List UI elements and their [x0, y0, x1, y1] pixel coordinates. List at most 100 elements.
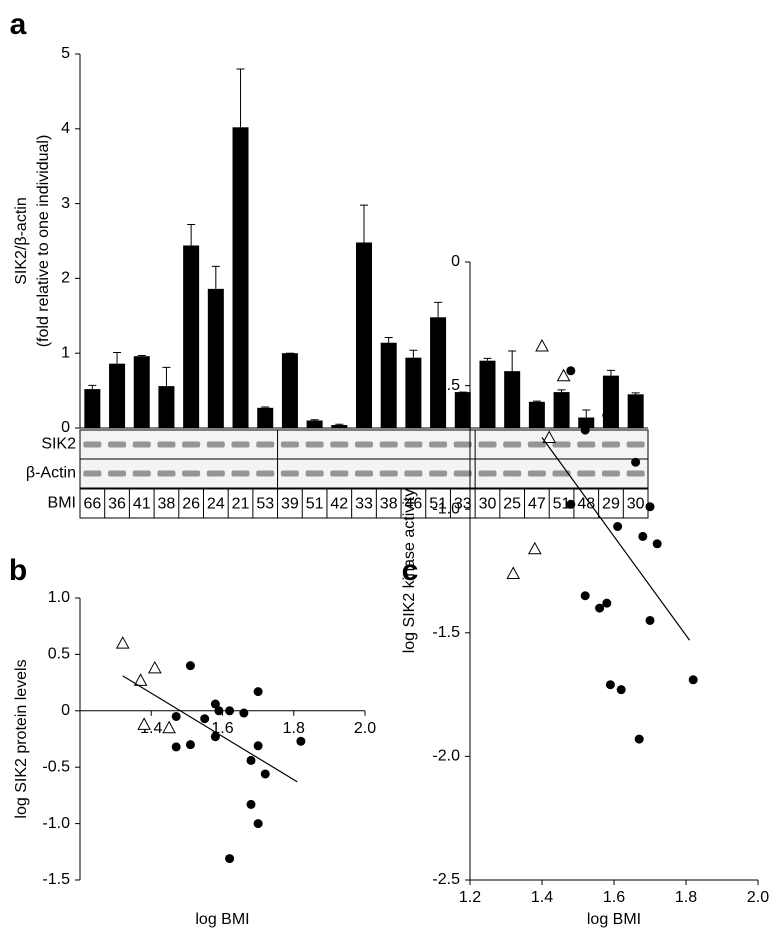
bmi-value: 24: [207, 496, 225, 513]
y-tick-label: 1.0: [48, 589, 70, 606]
x-tick-label: 2.0: [354, 720, 376, 737]
y-tick-label: -1.0: [42, 815, 70, 832]
blot-band: [355, 441, 373, 448]
panel-letter: c: [402, 554, 419, 587]
bmi-value: 25: [503, 496, 521, 513]
bar: [430, 317, 447, 428]
bmi-value: 38: [158, 496, 176, 513]
trend-line: [541, 437, 691, 641]
y-tick-label: 2: [61, 270, 70, 287]
blot-label: β-Actin: [26, 465, 76, 482]
bar: [578, 417, 595, 428]
blot-band: [503, 441, 522, 448]
circle-point: [566, 499, 576, 509]
blot-band: [379, 470, 398, 477]
bmi-value: 38: [380, 496, 398, 513]
bar: [405, 357, 422, 428]
triangle-point: [527, 541, 542, 555]
error-bar: [384, 336, 393, 343]
bmi-value: 29: [602, 496, 620, 513]
triangle-point: [137, 717, 151, 730]
bar: [158, 386, 175, 428]
blot-band: [182, 441, 201, 448]
circle-point: [616, 685, 626, 695]
circle-point: [613, 522, 623, 532]
blot-band: [478, 441, 497, 448]
error-bar: [236, 68, 245, 128]
circle-point: [580, 591, 590, 601]
error-bar: [434, 301, 443, 318]
triangle-point: [115, 636, 130, 649]
y-tick-label: 3: [61, 195, 70, 212]
error-bar: [508, 350, 517, 372]
bar: [331, 425, 348, 428]
circle-point: [645, 615, 655, 625]
bmi-value: 48: [577, 496, 595, 513]
circle-point: [246, 799, 256, 809]
blot-band: [157, 470, 176, 477]
bar: [109, 363, 126, 428]
triangle-point: [542, 430, 557, 444]
bmi-value: 33: [454, 496, 472, 513]
y-tick-label: 4: [61, 120, 70, 137]
y-tick-label: -1.0: [432, 500, 460, 517]
blot-band: [478, 470, 497, 477]
x-axis-label: log BMI: [195, 911, 249, 928]
bar: [356, 242, 372, 428]
y-axis-label: log SIK2 kinase activity: [401, 489, 418, 654]
circle-point: [225, 854, 235, 864]
panel-letter: a: [10, 8, 27, 41]
circle-point: [602, 598, 612, 608]
blot-band: [503, 470, 522, 477]
triangle-point: [162, 720, 176, 734]
bar: [602, 375, 619, 428]
panel-letter: b: [9, 554, 27, 587]
triangle-point: [535, 339, 549, 352]
blot-band: [355, 470, 373, 477]
error-bar: [310, 419, 319, 421]
circle-point: [253, 741, 263, 751]
x-tick-label: 2.0: [747, 889, 769, 906]
bar: [281, 353, 298, 428]
y-tick-label: -2.0: [432, 748, 460, 765]
blot-band: [404, 470, 423, 477]
y-tick-label: 1: [61, 344, 70, 361]
blot-band: [280, 470, 299, 477]
blot-band: [280, 441, 299, 448]
circle-point: [566, 366, 576, 376]
blot-band: [577, 441, 596, 448]
trend-line: [122, 675, 298, 783]
blot-band: [527, 470, 546, 477]
circle-point: [652, 539, 662, 549]
error-bar: [113, 351, 122, 364]
error-bar: [483, 357, 492, 361]
error-bar: [532, 400, 541, 402]
triangle-point: [556, 368, 571, 382]
blot-band: [256, 441, 275, 448]
circle-point: [239, 708, 249, 718]
blot-band: [626, 470, 645, 477]
x-tick-label: 1.2: [459, 889, 481, 906]
blot-band: [429, 470, 448, 477]
blot-band: [626, 441, 645, 448]
x-tick-label: 1.4: [531, 889, 553, 906]
circle-point: [605, 680, 615, 690]
x-tick-label: 1.8: [283, 720, 305, 737]
error-bar: [211, 265, 220, 289]
circle-point: [260, 769, 270, 779]
circle-point: [638, 531, 648, 541]
blot-band: [206, 441, 225, 448]
blot-band: [108, 441, 127, 448]
bmi-label: BMI: [48, 495, 76, 512]
bar: [528, 401, 545, 428]
error-bar: [360, 204, 368, 243]
bmi-value: 53: [256, 496, 274, 513]
bmi-value: 21: [232, 496, 250, 513]
y-tick-label: 0: [61, 702, 70, 719]
blot-band: [231, 441, 250, 448]
error-bar: [137, 354, 146, 357]
y-axis-label: (fold relative to one individual): [35, 135, 52, 348]
circle-point: [595, 603, 605, 613]
y-tick-label: 0: [61, 419, 70, 436]
